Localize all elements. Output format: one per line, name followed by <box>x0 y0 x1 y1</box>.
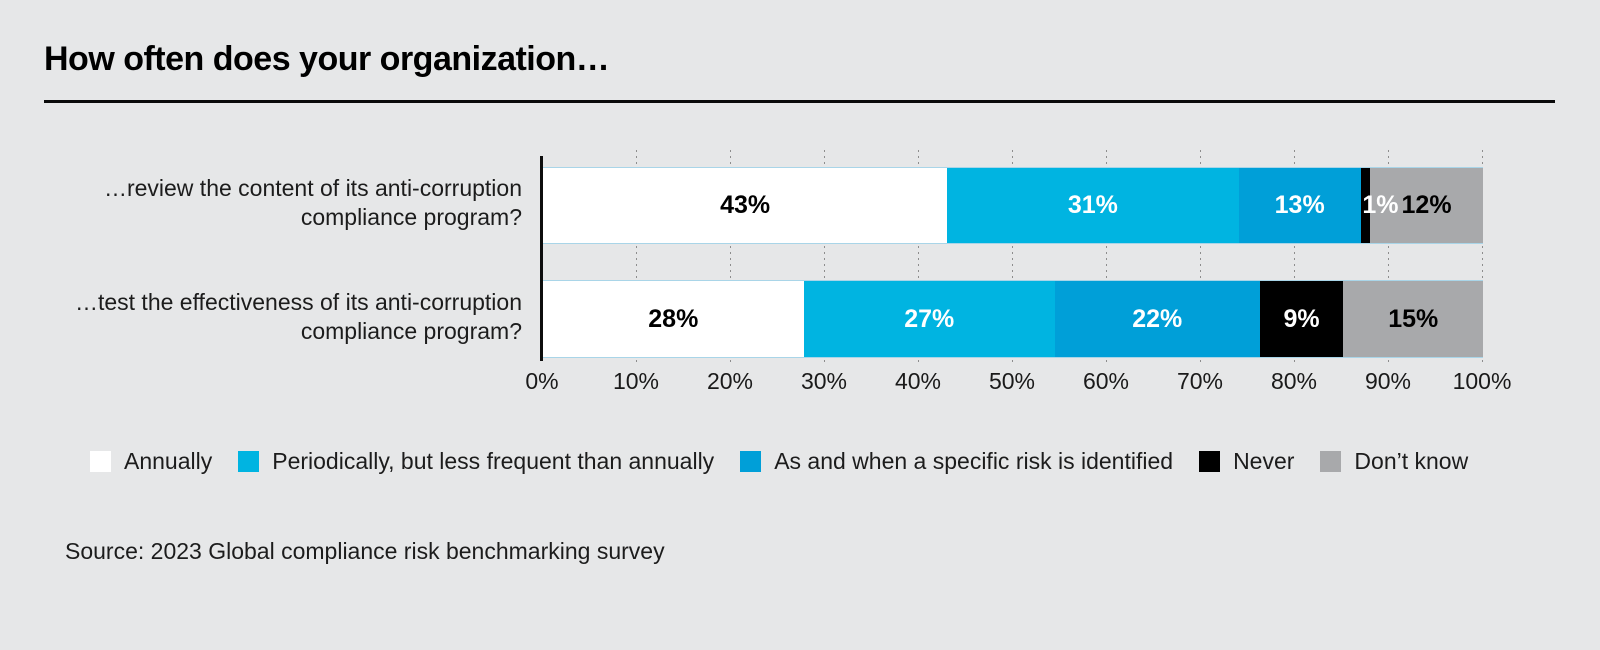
bar-value-label: 12% <box>1401 191 1452 219</box>
category-label-test: …test the effectiveness of its anti-corr… <box>74 289 522 344</box>
bar-value-label: 27% <box>904 304 955 333</box>
x-axis-tick-60%: 60% <box>1082 368 1130 394</box>
legend-label: Periodically, but less frequent than ann… <box>272 448 715 474</box>
gridline-100% <box>1482 150 1483 366</box>
x-axis-tick-70%: 70% <box>1176 368 1224 394</box>
legend-swatch-icon <box>90 451 111 472</box>
bar-segment-annually: 28% <box>543 281 804 357</box>
legend-label: Never <box>1233 448 1295 474</box>
bar-value-label: 43% <box>720 191 771 219</box>
gridline-70% <box>1200 150 1201 366</box>
legend-swatch-icon <box>238 451 260 472</box>
bar-value-label: 28% <box>648 304 699 333</box>
bar-segment-never: 9% <box>1259 281 1344 357</box>
bar-value-label: 13% <box>1274 191 1325 219</box>
bar-value-label: 15% <box>1388 304 1439 333</box>
gridline-50% <box>1012 150 1013 366</box>
x-axis-tick-20%: 20% <box>706 368 754 394</box>
legend-item-as-and-when-a-specific-risk-is-identified: As and when a specific risk is identifie… <box>740 448 1173 475</box>
source-note: Source: 2023 Global compliance risk benc… <box>65 538 665 564</box>
x-axis-tick-30%: 30% <box>800 368 848 394</box>
bar-segment-as-and-when-a-specific-risk-is-identified: 13% <box>1238 168 1361 243</box>
legend-swatch-icon <box>1320 451 1342 472</box>
bar-segment-as-and-when-a-specific-risk-is-identified: 22% <box>1054 281 1260 357</box>
bar-segment-periodically-but-less-frequent-than-annually: 31% <box>947 168 1239 243</box>
bar-segment-don-t-know: 12% <box>1370 168 1483 243</box>
legend-label: Don’t know <box>1354 448 1469 474</box>
chart-legend: Annually Periodically, but less frequent … <box>90 448 1510 475</box>
x-axis-tick-labels: 0% 10% 20% 30% 40% 50% 60% 70% 80% 90% 100% <box>525 368 1511 396</box>
y-axis-line <box>540 156 543 361</box>
gridline-60% <box>1106 150 1107 366</box>
legend-item-don-t-know: Don’t know <box>1320 448 1468 475</box>
gridline-80% <box>1294 150 1295 366</box>
gridline-20% <box>730 150 731 366</box>
bar-value-label: 1% <box>1362 191 1399 219</box>
legend-label: Annually <box>124 448 213 474</box>
legend-item-periodically-but-less-frequent-than-annually: Periodically, but less frequent than ann… <box>238 448 714 475</box>
x-axis-tick-90%: 90% <box>1364 368 1412 394</box>
x-axis-tick-100%: 100% <box>1452 368 1512 394</box>
bar-segment-don-t-know: 15% <box>1343 281 1484 357</box>
bar-segment-periodically-but-less-frequent-than-annually: 27% <box>803 281 1055 357</box>
legend-swatch-icon <box>740 451 762 472</box>
gridline-90% <box>1388 150 1389 366</box>
x-axis-tick-80%: 80% <box>1270 368 1318 394</box>
bar-segment-never: 1% <box>1360 168 1399 243</box>
title-divider-rule <box>44 100 1555 103</box>
page-title: How often does your organization… <box>44 40 610 78</box>
x-axis-tick-50%: 50% <box>988 368 1036 394</box>
bar-row-test: 28% 27% 22% 9% 15% <box>543 280 1484 358</box>
legend-swatch-icon <box>1199 451 1221 472</box>
bar-segment-annually: 43% <box>543 168 948 243</box>
stacked-bar-chart-plot-area: 43% 31% 13% 1% 12% 28% 27% 22% 9% 15% <box>540 150 1484 366</box>
bar-value-label: 22% <box>1132 304 1183 333</box>
gridline-40% <box>918 150 919 366</box>
gridline-10% <box>636 150 637 366</box>
legend-label: As and when a specific risk is identifie… <box>774 448 1174 474</box>
x-axis-tick-10%: 10% <box>612 368 660 394</box>
gridline-30% <box>824 150 825 366</box>
x-axis-tick-40%: 40% <box>894 368 942 394</box>
legend-item-never: Never <box>1199 448 1294 475</box>
bar-value-label: 9% <box>1283 304 1320 333</box>
category-label-review: …review the content of its anti-corrupti… <box>103 175 522 230</box>
legend-item-annually: Annually <box>90 448 212 475</box>
bar-value-label: 31% <box>1067 191 1118 219</box>
x-axis-tick-0%: 0% <box>525 368 559 394</box>
bar-row-review: 43% 31% 13% 1% 12% <box>543 167 1483 244</box>
